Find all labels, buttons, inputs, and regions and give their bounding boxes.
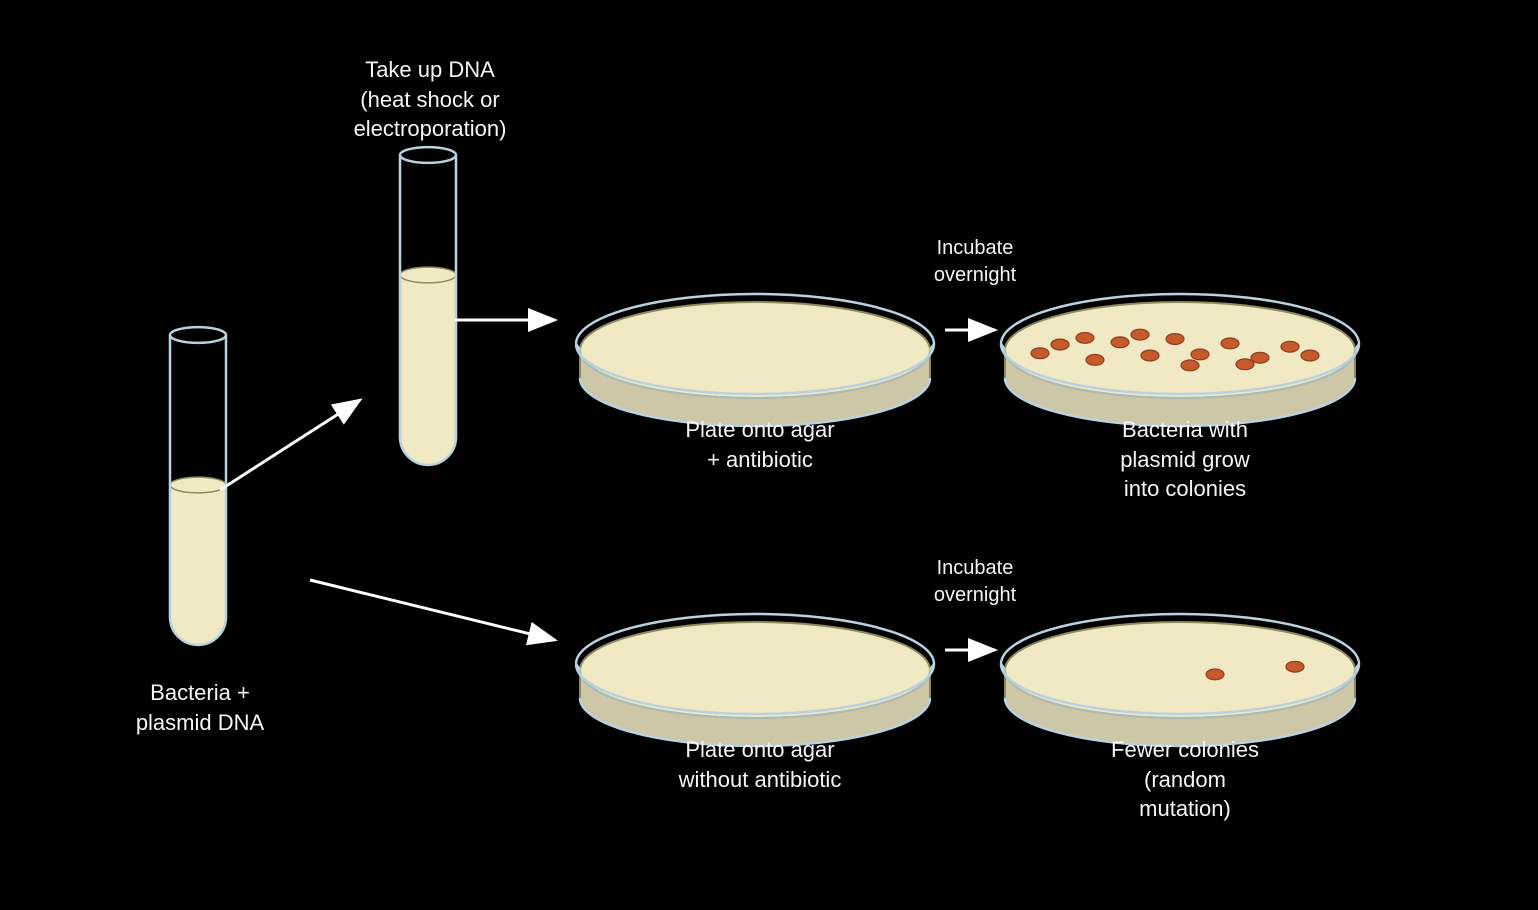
label-plate-bottom-right: Fewer colonies (random mutation): [1050, 735, 1320, 824]
label-tube1: Bacteria + plasmid DNA: [90, 678, 310, 737]
label-plate-top-left: Plate onto agar + antibiotic: [630, 415, 890, 474]
arrow: [310, 580, 555, 640]
arrow: [220, 400, 360, 490]
label-incubate-top: Incubate overnight: [910, 235, 1040, 289]
dish-agar-no-antibiotic: [576, 614, 934, 746]
dish-colonies-mutation: [1001, 614, 1359, 746]
dish-colonies-plasmid: [1001, 294, 1359, 426]
label-tube2: Take up DNA (heat shock or electroporati…: [305, 55, 555, 144]
tube-heatshock: [400, 147, 456, 465]
tube-bacteria-plasmid: [170, 327, 226, 645]
label-plate-bottom-left: Plate onto agar without antibiotic: [625, 735, 895, 794]
dish-agar-antibiotic: [576, 294, 934, 426]
label-plate-top-right: Bacteria with plasmid grow into colonies: [1050, 415, 1320, 504]
label-incubate-bottom: Incubate overnight: [910, 555, 1040, 609]
